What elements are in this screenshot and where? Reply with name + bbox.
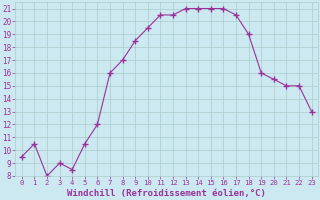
X-axis label: Windchill (Refroidissement éolien,°C): Windchill (Refroidissement éolien,°C): [67, 189, 266, 198]
